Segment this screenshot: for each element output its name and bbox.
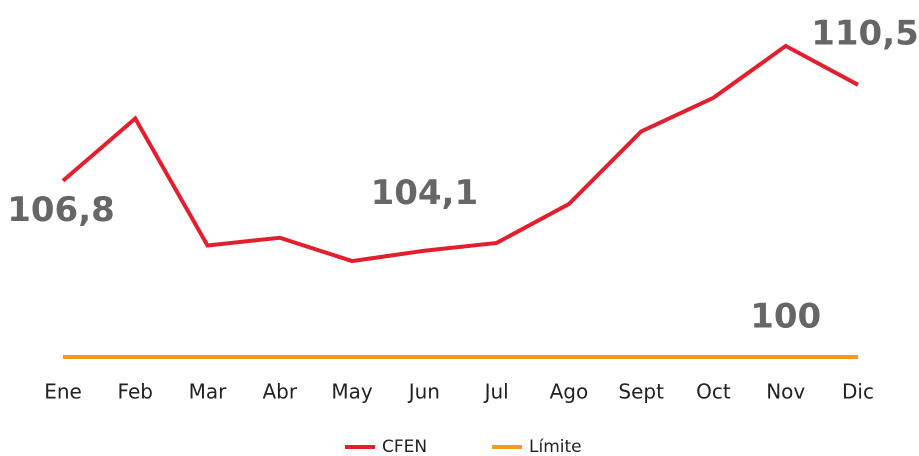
x-tick-label: Ago [550, 380, 589, 404]
series-line [61, 43, 859, 264]
legend-label: CFEN [382, 437, 427, 456]
x-tick-label: Feb [118, 380, 153, 404]
value-label: 110,5 [811, 13, 919, 53]
x-tick-label: Oct [696, 380, 731, 404]
x-tick-label: Sept [618, 380, 664, 404]
x-tick-label: Abr [263, 380, 298, 404]
x-tick-label: Ene [44, 380, 82, 404]
value-label: 100 [750, 297, 821, 337]
value-label: 106,8 [7, 190, 115, 230]
x-tick-label: May [331, 380, 373, 404]
x-tick-label: Dic [842, 380, 874, 404]
x-tick-label: Jul [483, 380, 509, 404]
value-label: 104,1 [371, 173, 479, 213]
x-tick-label: Jun [407, 380, 440, 404]
x-tick-label: Nov [766, 380, 805, 404]
legend-label: Límite [529, 437, 582, 456]
x-tick-label: Mar [189, 380, 228, 404]
